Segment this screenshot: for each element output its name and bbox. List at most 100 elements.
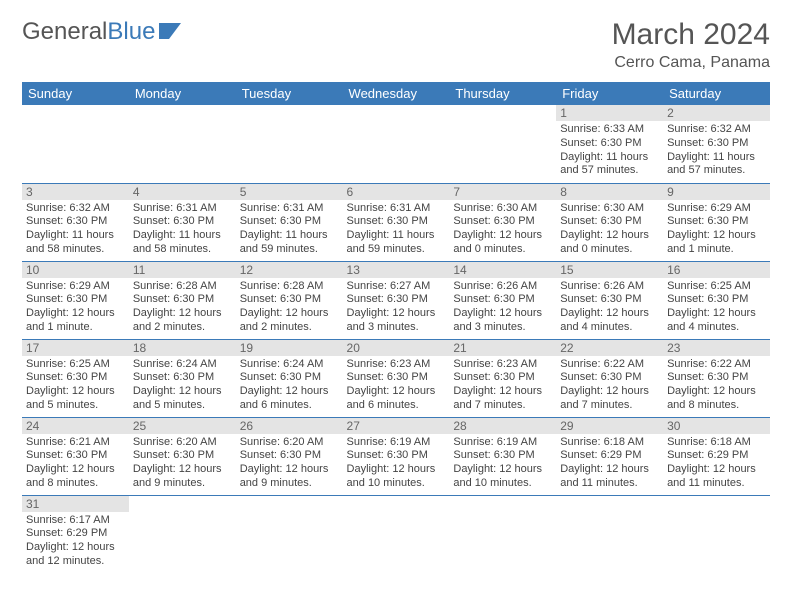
col-friday: Friday xyxy=(556,82,663,105)
day-number: 22 xyxy=(556,340,663,356)
sunrise-line: Sunrise: 6:31 AM xyxy=(240,202,339,216)
col-saturday: Saturday xyxy=(663,82,770,105)
daylight-line: Daylight: 11 hours and 57 minutes. xyxy=(560,151,659,179)
sunrise-line: Sunrise: 6:21 AM xyxy=(26,436,125,450)
calendar-cell xyxy=(343,495,450,573)
sunrise-line: Sunrise: 6:28 AM xyxy=(133,280,232,294)
day-details: Sunrise: 6:21 AMSunset: 6:30 PMDaylight:… xyxy=(22,434,129,493)
calendar-cell: 8Sunrise: 6:30 AMSunset: 6:30 PMDaylight… xyxy=(556,183,663,261)
day-number: 28 xyxy=(449,418,556,434)
col-wednesday: Wednesday xyxy=(343,82,450,105)
daylight-line: Daylight: 12 hours and 9 minutes. xyxy=(240,463,339,491)
calendar-cell: 21Sunrise: 6:23 AMSunset: 6:30 PMDayligh… xyxy=(449,339,556,417)
day-number: 25 xyxy=(129,418,236,434)
sunset-line: Sunset: 6:30 PM xyxy=(560,137,659,151)
col-tuesday: Tuesday xyxy=(236,82,343,105)
location-subtitle: Cerro Cama, Panama xyxy=(612,54,770,72)
daylight-line: Daylight: 12 hours and 7 minutes. xyxy=(453,385,552,413)
sunset-line: Sunset: 6:30 PM xyxy=(133,293,232,307)
day-details: Sunrise: 6:23 AMSunset: 6:30 PMDaylight:… xyxy=(343,356,450,415)
sunset-line: Sunset: 6:30 PM xyxy=(453,449,552,463)
calendar-table: Sunday Monday Tuesday Wednesday Thursday… xyxy=(22,82,770,573)
calendar-cell xyxy=(236,105,343,183)
sunrise-line: Sunrise: 6:25 AM xyxy=(667,280,766,294)
day-number: 1 xyxy=(556,105,663,121)
day-details: Sunrise: 6:31 AMSunset: 6:30 PMDaylight:… xyxy=(236,200,343,259)
logo: GeneralBlue xyxy=(22,18,185,46)
calendar-cell: 27Sunrise: 6:19 AMSunset: 6:30 PMDayligh… xyxy=(343,417,450,495)
calendar-cell: 20Sunrise: 6:23 AMSunset: 6:30 PMDayligh… xyxy=(343,339,450,417)
sunrise-line: Sunrise: 6:26 AM xyxy=(453,280,552,294)
sunrise-line: Sunrise: 6:27 AM xyxy=(347,280,446,294)
calendar-cell: 2Sunrise: 6:32 AMSunset: 6:30 PMDaylight… xyxy=(663,105,770,183)
daylight-line: Daylight: 11 hours and 58 minutes. xyxy=(26,229,125,257)
daylight-line: Daylight: 12 hours and 0 minutes. xyxy=(453,229,552,257)
day-number: 10 xyxy=(22,262,129,278)
daylight-line: Daylight: 12 hours and 0 minutes. xyxy=(560,229,659,257)
daylight-line: Daylight: 11 hours and 59 minutes. xyxy=(240,229,339,257)
day-details: Sunrise: 6:31 AMSunset: 6:30 PMDaylight:… xyxy=(129,200,236,259)
day-details: Sunrise: 6:29 AMSunset: 6:30 PMDaylight:… xyxy=(663,200,770,259)
day-details: Sunrise: 6:18 AMSunset: 6:29 PMDaylight:… xyxy=(663,434,770,493)
calendar-cell: 4Sunrise: 6:31 AMSunset: 6:30 PMDaylight… xyxy=(129,183,236,261)
day-details: Sunrise: 6:26 AMSunset: 6:30 PMDaylight:… xyxy=(556,278,663,337)
daylight-line: Daylight: 11 hours and 57 minutes. xyxy=(667,151,766,179)
day-details: Sunrise: 6:18 AMSunset: 6:29 PMDaylight:… xyxy=(556,434,663,493)
daylight-line: Daylight: 12 hours and 8 minutes. xyxy=(667,385,766,413)
calendar-cell: 26Sunrise: 6:20 AMSunset: 6:30 PMDayligh… xyxy=(236,417,343,495)
calendar-week: 31Sunrise: 6:17 AMSunset: 6:29 PMDayligh… xyxy=(22,495,770,573)
calendar-cell: 10Sunrise: 6:29 AMSunset: 6:30 PMDayligh… xyxy=(22,261,129,339)
day-number: 20 xyxy=(343,340,450,356)
daylight-line: Daylight: 11 hours and 58 minutes. xyxy=(133,229,232,257)
sunrise-line: Sunrise: 6:19 AM xyxy=(453,436,552,450)
day-number xyxy=(236,496,343,498)
day-number: 27 xyxy=(343,418,450,434)
day-number: 19 xyxy=(236,340,343,356)
calendar-week: 10Sunrise: 6:29 AMSunset: 6:30 PMDayligh… xyxy=(22,261,770,339)
calendar-cell xyxy=(236,495,343,573)
day-details: Sunrise: 6:23 AMSunset: 6:30 PMDaylight:… xyxy=(449,356,556,415)
col-sunday: Sunday xyxy=(22,82,129,105)
calendar-cell xyxy=(449,495,556,573)
daylight-line: Daylight: 12 hours and 1 minute. xyxy=(667,229,766,257)
logo-text-2: Blue xyxy=(107,18,155,46)
day-details: Sunrise: 6:30 AMSunset: 6:30 PMDaylight:… xyxy=(556,200,663,259)
daylight-line: Daylight: 12 hours and 6 minutes. xyxy=(347,385,446,413)
daylight-line: Daylight: 12 hours and 4 minutes. xyxy=(560,307,659,335)
calendar-cell: 19Sunrise: 6:24 AMSunset: 6:30 PMDayligh… xyxy=(236,339,343,417)
day-number xyxy=(449,496,556,498)
day-number: 14 xyxy=(449,262,556,278)
sunset-line: Sunset: 6:30 PM xyxy=(667,371,766,385)
daylight-line: Daylight: 12 hours and 3 minutes. xyxy=(453,307,552,335)
calendar-cell: 11Sunrise: 6:28 AMSunset: 6:30 PMDayligh… xyxy=(129,261,236,339)
sunrise-line: Sunrise: 6:29 AM xyxy=(26,280,125,294)
sunset-line: Sunset: 6:30 PM xyxy=(347,215,446,229)
calendar-cell xyxy=(343,105,450,183)
sunset-line: Sunset: 6:30 PM xyxy=(560,293,659,307)
day-number xyxy=(343,496,450,498)
sunrise-line: Sunrise: 6:20 AM xyxy=(240,436,339,450)
daylight-line: Daylight: 12 hours and 11 minutes. xyxy=(667,463,766,491)
sunrise-line: Sunrise: 6:31 AM xyxy=(133,202,232,216)
calendar-cell: 29Sunrise: 6:18 AMSunset: 6:29 PMDayligh… xyxy=(556,417,663,495)
sunrise-line: Sunrise: 6:22 AM xyxy=(560,358,659,372)
col-monday: Monday xyxy=(129,82,236,105)
day-number xyxy=(129,105,236,107)
daylight-line: Daylight: 12 hours and 2 minutes. xyxy=(133,307,232,335)
sunset-line: Sunset: 6:30 PM xyxy=(347,293,446,307)
sunset-line: Sunset: 6:29 PM xyxy=(560,449,659,463)
sunrise-line: Sunrise: 6:20 AM xyxy=(133,436,232,450)
day-details: Sunrise: 6:32 AMSunset: 6:30 PMDaylight:… xyxy=(663,121,770,180)
day-details: Sunrise: 6:32 AMSunset: 6:30 PMDaylight:… xyxy=(22,200,129,259)
day-details: Sunrise: 6:20 AMSunset: 6:30 PMDaylight:… xyxy=(236,434,343,493)
logo-text-1: General xyxy=(22,18,107,46)
calendar-cell: 23Sunrise: 6:22 AMSunset: 6:30 PMDayligh… xyxy=(663,339,770,417)
page-title: March 2024 xyxy=(612,18,770,52)
sunrise-line: Sunrise: 6:18 AM xyxy=(560,436,659,450)
sunset-line: Sunset: 6:30 PM xyxy=(240,371,339,385)
calendar-cell: 9Sunrise: 6:29 AMSunset: 6:30 PMDaylight… xyxy=(663,183,770,261)
sunrise-line: Sunrise: 6:19 AM xyxy=(347,436,446,450)
day-details: Sunrise: 6:24 AMSunset: 6:30 PMDaylight:… xyxy=(129,356,236,415)
calendar-cell: 28Sunrise: 6:19 AMSunset: 6:30 PMDayligh… xyxy=(449,417,556,495)
sunrise-line: Sunrise: 6:33 AM xyxy=(560,123,659,137)
